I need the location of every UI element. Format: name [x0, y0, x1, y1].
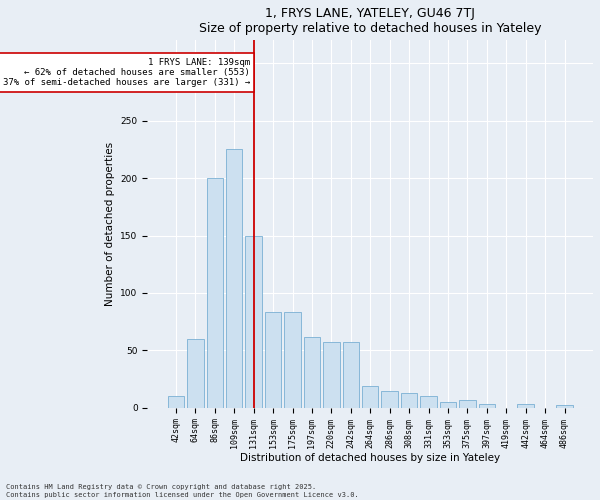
Bar	[265, 312, 281, 408]
Bar	[440, 402, 456, 408]
Text: 1 FRYS LANE: 139sqm
← 62% of detached houses are smaller (553)
37% of semi-detac: 1 FRYS LANE: 139sqm ← 62% of detached ho…	[2, 58, 250, 88]
Bar	[245, 236, 262, 408]
Bar	[304, 336, 320, 408]
Bar	[226, 150, 242, 408]
Bar	[323, 342, 340, 408]
Bar	[187, 339, 203, 408]
Bar	[517, 404, 534, 408]
X-axis label: Distribution of detached houses by size in Yateley: Distribution of detached houses by size …	[240, 453, 500, 463]
Bar	[382, 390, 398, 408]
Bar	[420, 396, 437, 408]
Y-axis label: Number of detached properties: Number of detached properties	[105, 142, 115, 306]
Bar	[167, 396, 184, 408]
Bar	[284, 312, 301, 408]
Bar	[401, 393, 418, 408]
Text: Contains HM Land Registry data © Crown copyright and database right 2025.
Contai: Contains HM Land Registry data © Crown c…	[6, 484, 359, 498]
Bar	[362, 386, 379, 408]
Bar	[206, 178, 223, 408]
Bar	[556, 406, 573, 408]
Bar	[459, 400, 476, 408]
Title: 1, FRYS LANE, YATELEY, GU46 7TJ
Size of property relative to detached houses in : 1, FRYS LANE, YATELEY, GU46 7TJ Size of …	[199, 7, 541, 35]
Bar	[479, 404, 495, 408]
Bar	[343, 342, 359, 408]
